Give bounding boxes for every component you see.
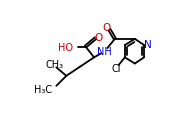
- Text: H₃C: H₃C: [34, 84, 52, 94]
- Text: Cl: Cl: [112, 64, 121, 73]
- Text: N: N: [144, 40, 152, 50]
- Text: CH₃: CH₃: [46, 59, 64, 69]
- Text: NH: NH: [98, 47, 112, 57]
- Text: O: O: [95, 32, 103, 42]
- Text: O: O: [102, 23, 111, 33]
- Text: HO: HO: [58, 42, 73, 52]
